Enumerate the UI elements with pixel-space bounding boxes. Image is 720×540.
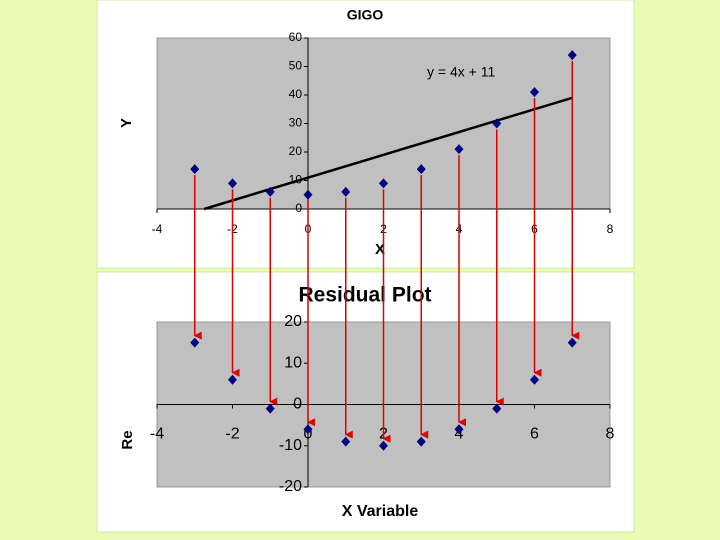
point: [567, 50, 577, 61]
trendline-annotation: y = 4x + 11: [427, 64, 495, 80]
point: [228, 374, 237, 385]
x-tick-label: -4: [152, 222, 163, 236]
x-tick-label: 8: [606, 426, 615, 443]
point: [265, 186, 275, 197]
x-tick-label: -2: [225, 426, 239, 443]
point: [341, 186, 351, 197]
y-tick-label: -10: [279, 437, 302, 454]
y-tick-label: 60: [289, 30, 303, 44]
point: [303, 424, 313, 435]
point: [190, 337, 200, 348]
y-tick-label: 20: [289, 144, 303, 158]
y-tick-label: 0: [295, 201, 302, 215]
y-tick-label: 50: [289, 59, 303, 73]
point: [530, 374, 539, 385]
x-axis-label: X Variable: [342, 503, 419, 520]
point: [530, 87, 539, 98]
point: [303, 189, 313, 200]
y-tick-label: 10: [284, 354, 302, 371]
point: [492, 403, 502, 414]
point: [379, 440, 388, 451]
y-tick-label: 20: [284, 313, 302, 330]
point: [265, 403, 275, 414]
point: [416, 164, 426, 175]
y-tick-label: 0: [293, 396, 302, 413]
point: [416, 436, 426, 447]
y-axis-label: Re: [119, 430, 136, 449]
point: [379, 178, 388, 189]
point: [567, 337, 577, 348]
y-tick-label: -20: [279, 478, 302, 495]
x-tick-label: 6: [530, 426, 539, 443]
trendline: [203, 96, 573, 211]
point: [454, 144, 464, 155]
y-axis-label: Y: [118, 118, 135, 128]
chart-title: Residual Plot: [298, 284, 431, 307]
x-tick-label: -4: [150, 426, 164, 443]
x-tick-label: 8: [607, 222, 614, 236]
point: [228, 178, 237, 189]
x-tick-label: 4: [455, 426, 464, 443]
point: [492, 118, 502, 129]
x-tick-label: 0: [304, 426, 313, 443]
point: [190, 164, 200, 175]
chart-title: GIGO: [347, 7, 384, 23]
y-tick-label: 40: [289, 87, 303, 101]
y-tick-label: 30: [289, 116, 303, 130]
point: [341, 436, 351, 447]
point: [454, 424, 464, 435]
x-axis-label: X: [375, 241, 385, 258]
